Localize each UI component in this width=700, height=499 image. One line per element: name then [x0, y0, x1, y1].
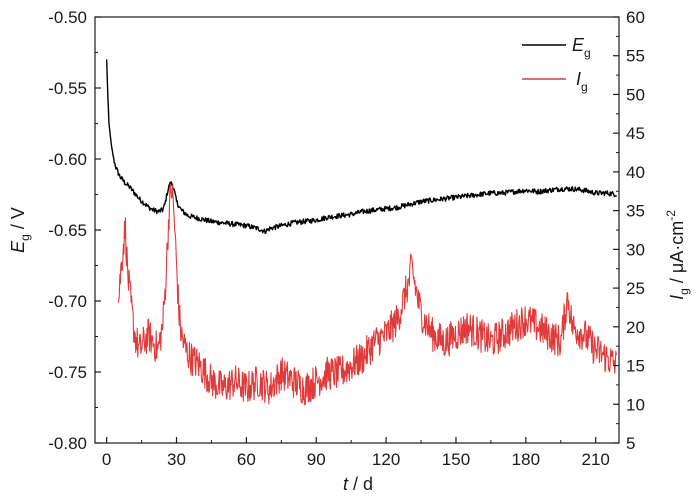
x-tick-label: 90	[307, 450, 326, 469]
right-tick-label: 10	[626, 395, 645, 414]
legend-eg-sub: g	[584, 46, 591, 60]
legend: Eg Ig	[522, 35, 591, 94]
left-tick-label: -0.80	[48, 434, 87, 453]
left-tick-label: -0.50	[48, 8, 87, 27]
right-axis-var: I	[667, 295, 687, 300]
right-axis-ticks: 5 10 15 20 25 30 35 40 45 50 55 60	[613, 8, 645, 453]
legend-label-eg: Eg	[572, 35, 591, 60]
plot-border	[94, 16, 620, 444]
left-tick-label: -0.70	[48, 292, 87, 311]
right-tick-label: 50	[626, 85, 645, 104]
right-axis-unit: / μA·cm	[667, 221, 687, 288]
x-tick-label: 120	[372, 450, 400, 469]
x-axis-unit: / d	[348, 474, 373, 494]
left-tick-label: -0.55	[48, 79, 87, 98]
right-axis-title: Ig / μA·cm-2	[664, 210, 691, 300]
left-axis-ticks: -0.80 -0.75 -0.70 -0.65 -0.60 -0.55 -0.50	[48, 8, 101, 453]
right-tick-label: 25	[626, 279, 645, 298]
x-axis-title: t / d	[343, 474, 373, 494]
right-tick-label: 20	[626, 318, 645, 337]
axes-frame	[94, 16, 620, 444]
x-tick-label: 60	[237, 450, 256, 469]
left-axis-var: E	[8, 240, 28, 253]
left-axis-sub: g	[18, 234, 32, 241]
right-tick-label: 30	[626, 240, 645, 259]
left-tick-label: -0.60	[48, 150, 87, 169]
x-tick-label: 0	[102, 450, 111, 469]
right-tick-label: 15	[626, 357, 645, 376]
legend-ig-var: I	[576, 69, 581, 89]
left-axis-unit: / V	[8, 207, 28, 234]
x-tick-label: 150	[442, 450, 470, 469]
left-axis-title: Eg / V	[8, 207, 32, 253]
right-tick-label: 40	[626, 163, 645, 182]
legend-ig-sub: g	[581, 80, 588, 94]
x-tick-label: 30	[167, 450, 186, 469]
right-tick-label: 35	[626, 202, 645, 221]
right-tick-label: 45	[626, 124, 645, 143]
right-tick-label: 60	[626, 8, 645, 27]
right-axis-sup: -2	[664, 210, 678, 221]
series-line-ig	[117, 183, 617, 406]
legend-eg-var: E	[572, 35, 585, 55]
x-axis-var: t	[343, 474, 349, 494]
series-layer	[105, 59, 618, 406]
right-tick-label: 5	[626, 434, 635, 453]
left-tick-label: -0.65	[48, 221, 87, 240]
x-tick-label: 210	[582, 450, 610, 469]
bottom-axis-ticks: 0 30 60 90 120 150 180 210	[102, 437, 610, 469]
left-tick-label: -0.75	[48, 363, 87, 382]
x-tick-label: 180	[512, 450, 540, 469]
series-line-eg	[105, 59, 618, 235]
right-axis-sub: g	[677, 288, 691, 295]
legend-label-ig: Ig	[576, 69, 588, 94]
right-tick-label: 55	[626, 47, 645, 66]
